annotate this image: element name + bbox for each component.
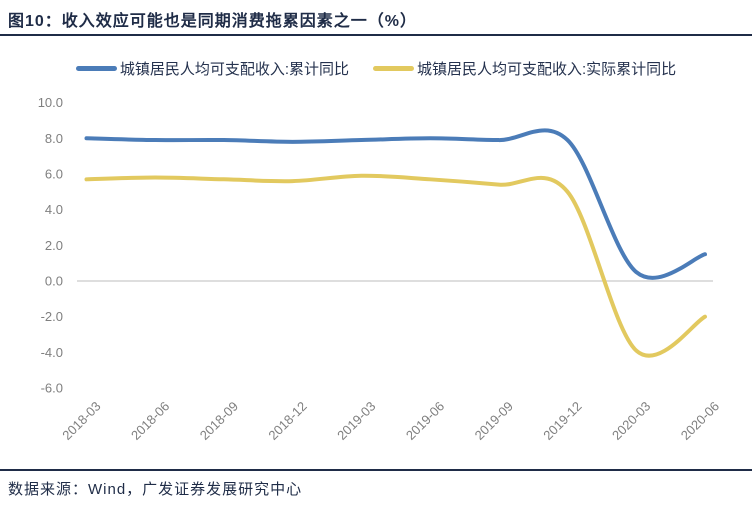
x-tick-label: 2018-09 bbox=[197, 399, 241, 443]
y-tick-label: 4.0 bbox=[45, 202, 63, 217]
x-tick-label: 2019-06 bbox=[403, 399, 447, 443]
legend-line-swatch-blue bbox=[75, 66, 117, 71]
legend-label: 城镇居民人均可支配收入:实际累计同比 bbox=[417, 61, 677, 78]
y-tick-label: 8.0 bbox=[45, 131, 63, 146]
series-line-0 bbox=[84, 128, 707, 280]
y-tick-label: -2.0 bbox=[41, 309, 63, 324]
legend-item-real: 城镇居民人均可支配收入:实际累计同比 bbox=[373, 58, 676, 79]
y-tick-label: 2.0 bbox=[45, 238, 63, 253]
series-line-1 bbox=[84, 173, 707, 358]
figure-title: 图10：收入效应可能也是同期消费拖累因素之一（%） bbox=[8, 13, 418, 30]
y-tick-label: -6.0 bbox=[41, 381, 63, 396]
x-tick-label: 2018-03 bbox=[59, 399, 103, 443]
x-tick-label: 2019-03 bbox=[334, 399, 378, 443]
y-tick-label: 10.0 bbox=[38, 95, 63, 110]
x-tick-label: 2020-06 bbox=[678, 399, 722, 443]
x-tick-label: 2019-09 bbox=[472, 399, 516, 443]
y-tick-label: 6.0 bbox=[45, 166, 63, 181]
data-source: 数据来源：Wind，广发证券发展研究中心 bbox=[8, 481, 303, 498]
legend-line-swatch-yellow bbox=[373, 66, 414, 71]
legend-item-nominal: 城镇居民人均可支配收入:累计同比 bbox=[75, 58, 349, 79]
x-tick-label: 2018-06 bbox=[128, 399, 172, 443]
footer-divider bbox=[0, 469, 752, 471]
x-tick-label: 2020-03 bbox=[609, 399, 653, 443]
chart-legend: 城镇居民人均可支配收入:累计同比 城镇居民人均可支配收入:实际累计同比 bbox=[0, 58, 752, 79]
x-tick-label: 2018-12 bbox=[265, 399, 309, 443]
title-divider bbox=[0, 34, 752, 36]
y-tick-label: -4.0 bbox=[41, 345, 63, 360]
legend-label: 城镇居民人均可支配收入:累计同比 bbox=[119, 61, 349, 78]
line-chart: 10.0 8.0 6.0 4.0 2.0 0.0 -2.0 -4.0 -6.0 2018-03 20… bbox=[38, 95, 722, 443]
x-tick-label: 2019-12 bbox=[540, 399, 584, 443]
y-tick-label: 0.0 bbox=[45, 274, 63, 289]
